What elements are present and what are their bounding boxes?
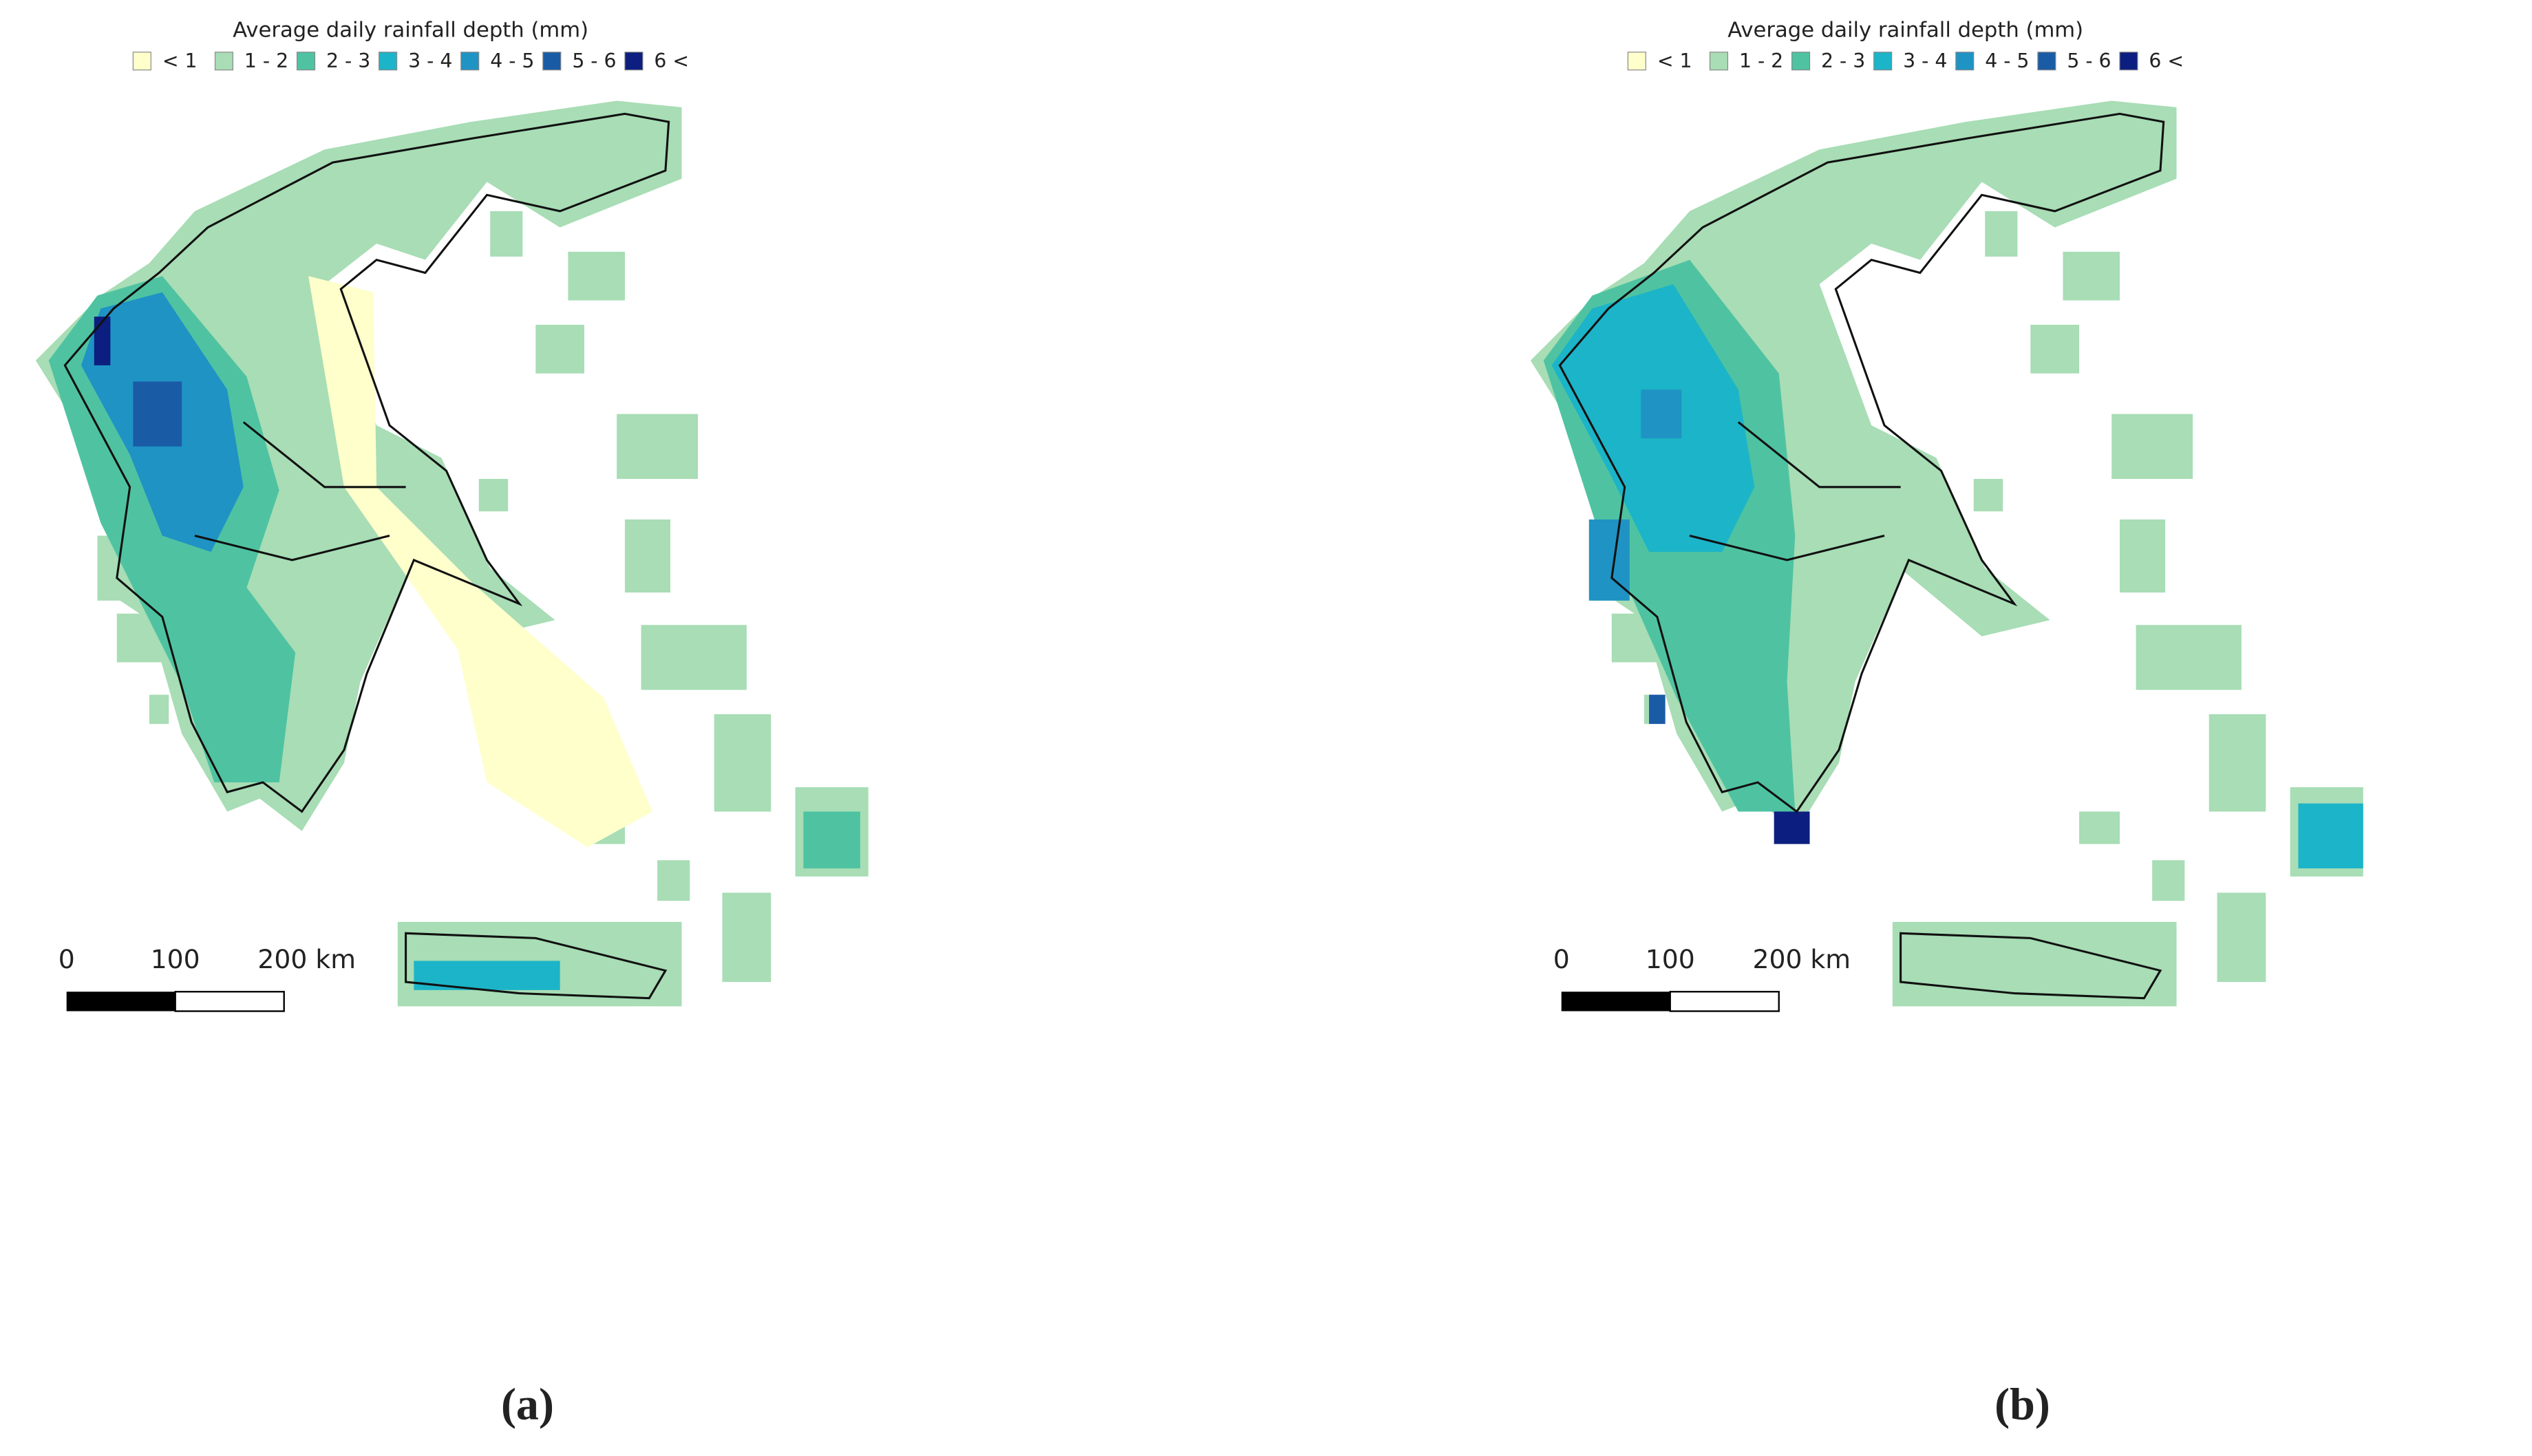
legend-label: 3 - 4 (408, 50, 452, 72)
legend-label: 4 - 5 (1985, 50, 2029, 72)
legend-label: 2 - 3 (1821, 50, 1865, 72)
scale-label: 200 km (1752, 944, 1851, 974)
legend-label: 5 - 6 (572, 50, 616, 72)
wet-cell (1641, 389, 1682, 439)
legend-label: 1 - 2 (244, 50, 288, 72)
scale-label: 100 (151, 944, 200, 974)
legend-label: 6 < (2149, 50, 2184, 72)
legend-label: 5 - 6 (2067, 50, 2111, 72)
legend-title: Average daily rainfall depth (mm) (233, 19, 588, 43)
wet-cell (803, 811, 860, 868)
extreme-cell (1774, 811, 1810, 844)
legend-swatch (2119, 52, 2138, 71)
legend-swatch (214, 52, 234, 71)
panel-annotations: Average daily rainfall depth (mm) < 1 1 - … (1553, 19, 2184, 1430)
map-b (1530, 100, 2363, 1007)
legend-swatch (132, 52, 151, 71)
extreme-cell (1649, 694, 1666, 725)
legend-title: Average daily rainfall depth (mm) (1727, 19, 2083, 43)
scale-label: 0 (1553, 944, 1570, 974)
scale-bar-black (66, 992, 175, 1011)
legend-label: 1 - 2 (1739, 50, 1783, 72)
legend-swatch (542, 52, 562, 71)
dry-zone (308, 276, 653, 848)
caption: (b) (1994, 1379, 2050, 1429)
legend-label: 4 - 5 (490, 50, 534, 72)
map-a (35, 100, 869, 1007)
coastline (1900, 932, 2162, 1000)
legend-swatch (1873, 52, 1893, 71)
legend-label: 3 - 4 (1903, 50, 1947, 72)
scale-bar-black (1561, 992, 1670, 1011)
legend-swatch (1709, 52, 1729, 71)
legend-label: < 1 (1657, 50, 1692, 72)
caption: (a) (501, 1379, 554, 1429)
legend-swatch (1791, 52, 1811, 71)
extreme-cell (94, 317, 111, 365)
coastline (405, 932, 668, 1000)
extreme-cell (133, 381, 182, 447)
scale-label: 200 km (257, 944, 356, 974)
legend-swatch (1955, 52, 1975, 71)
scale-bar-white (1669, 991, 1780, 1012)
legend-swatch (624, 52, 643, 71)
legend-swatch (379, 52, 398, 71)
legend-label: < 1 (162, 50, 198, 72)
legend-swatch (1627, 52, 1646, 71)
scale-label: 0 (58, 944, 75, 974)
panel-annotations: Average daily rainfall depth (mm) < 1 1 - … (58, 19, 689, 1430)
legend-label: 6 < (654, 50, 689, 72)
legend-swatch (2037, 52, 2056, 71)
scale-bar-white (174, 991, 285, 1012)
legend-swatch (296, 52, 316, 71)
legend-label: 2 - 3 (326, 50, 370, 72)
legend-swatch (460, 52, 480, 71)
wet-cell (2298, 803, 2363, 868)
scale-label: 100 (1646, 944, 1695, 974)
